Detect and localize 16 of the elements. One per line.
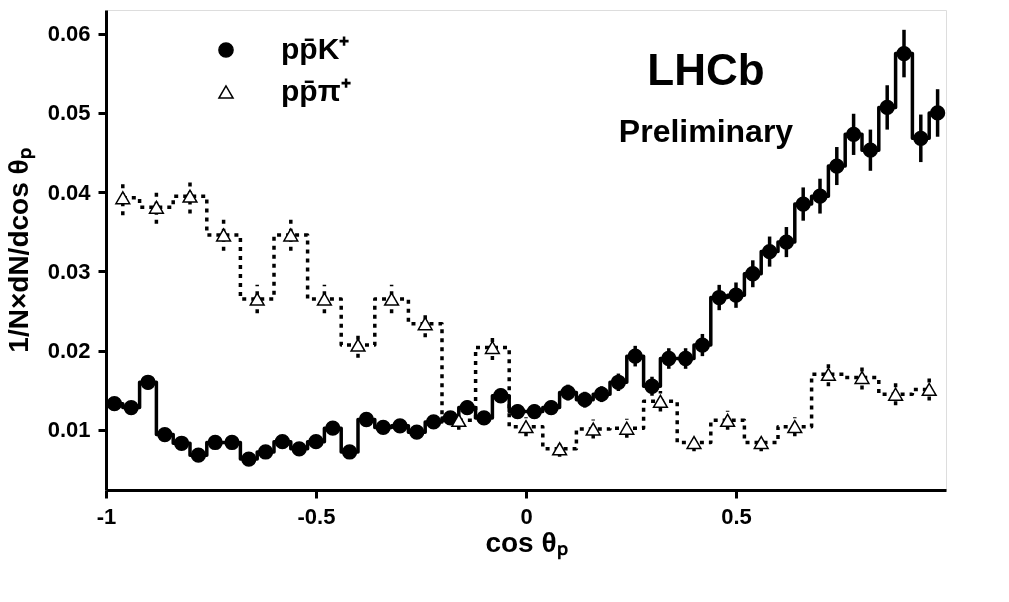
y-tick-label: 0.03 [47,258,91,284]
legend-label: pp̄π⁺ [281,74,351,107]
annotation: Preliminary [618,113,794,149]
x-tick-label: -0.5 [297,503,336,529]
x-tick-label: 0.5 [721,503,752,529]
legend-label: pp̄K⁺ [281,32,350,65]
y-tick-label: 0.01 [47,417,91,443]
y-tick-label: 0.06 [47,21,91,47]
y-axis-title: 1/N×dN/dcos θₚ [2,148,36,353]
y-tick-label: 0.02 [47,338,91,364]
x-tick-label: 0 [520,503,533,529]
x-tick-label: -1 [96,503,117,529]
y-tick-label: 0.04 [47,179,92,205]
annotation: LHCb [647,45,765,94]
y-tick-label: 0.05 [47,100,91,126]
x-axis-title: cos θₚ [485,526,568,560]
